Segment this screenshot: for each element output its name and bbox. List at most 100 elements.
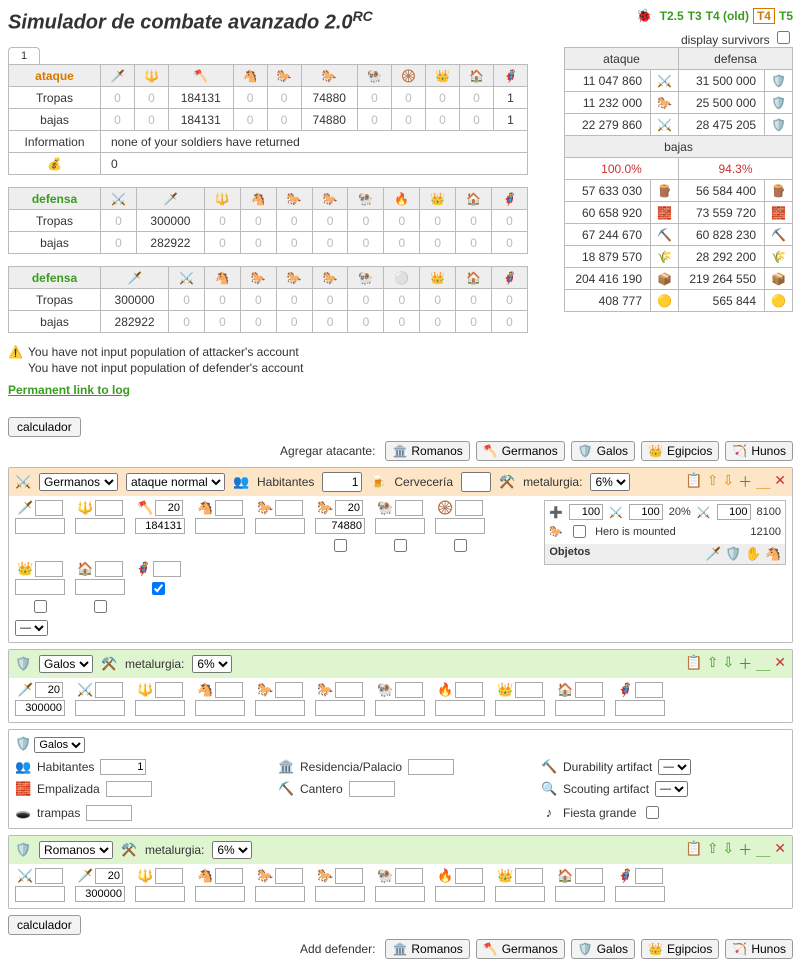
tribe-button-galos[interactable]: 🛡️ Galos [571,441,635,461]
item-icon[interactable]: 🐴 [765,546,781,562]
troop-level-input[interactable] [215,868,243,884]
troop-qty-input[interactable] [195,700,245,716]
troop-qty-input[interactable] [75,518,125,534]
version-link[interactable]: T5 [779,9,793,23]
troop-level-input[interactable] [275,500,303,516]
troop-qty-input[interactable] [315,886,365,902]
troop-qty-input[interactable] [435,886,485,902]
troop-level-input[interactable] [395,682,423,698]
def2-tribe-select[interactable]: Romanos [39,841,113,859]
hero-str-input[interactable] [717,504,751,520]
attacker-target-select[interactable]: — [15,620,48,636]
village-tribe-select[interactable]: Galos [34,737,85,753]
item-icon[interactable]: ✋ [745,546,761,562]
version-link[interactable]: T4 [753,8,775,24]
troop-level-input[interactable] [575,682,603,698]
troop-qty-input[interactable] [255,700,305,716]
troop-level-input[interactable] [515,682,543,698]
tribe-button-hunos[interactable]: 🏹 Hunos [725,441,793,461]
def1-metal-select[interactable]: 6% [192,655,232,673]
scout-select[interactable]: — [655,781,688,797]
party-checkbox[interactable] [646,806,659,819]
mason-input[interactable] [349,781,395,797]
troop-level-input[interactable] [35,682,63,698]
troop-level-input[interactable] [635,682,663,698]
palace-input[interactable] [408,759,454,775]
troop-qty-input[interactable] [435,700,485,716]
troop-level-input[interactable] [95,500,123,516]
troop-level-input[interactable] [395,500,423,516]
troop-level-input[interactable] [35,500,63,516]
tribe-button-hunos[interactable]: 🏹 Hunos [725,939,793,959]
troop-level-input[interactable] [155,500,183,516]
hero-off-input[interactable] [629,504,663,520]
brewery-input[interactable] [461,472,491,492]
troop-checkbox[interactable] [394,539,407,552]
def2-metal-select[interactable]: 6% [212,841,252,859]
attacker-tribe-select[interactable]: Germanos [39,473,118,491]
min-icon[interactable]: ＿ [756,472,770,492]
min-icon[interactable]: ＿ [756,840,770,860]
tribe-button-germanos[interactable]: 🪓 Germanos [476,939,565,959]
troop-qty-input[interactable] [375,886,425,902]
troop-qty-input[interactable] [495,700,545,716]
up-icon[interactable]: ⇧ [707,840,719,860]
close-icon[interactable]: ✕ [774,654,786,674]
troop-qty-input[interactable] [615,700,665,716]
wall-input[interactable] [106,781,152,797]
add-icon[interactable]: ＋ [738,654,752,674]
copy-icon[interactable]: 📋 [685,840,702,860]
troop-qty-input[interactable] [315,518,365,534]
copy-icon[interactable]: 📋 [685,654,702,674]
troop-level-input[interactable] [155,682,183,698]
troop-level-input[interactable] [515,868,543,884]
hero-hp-input[interactable] [569,504,603,520]
troop-level-input[interactable] [335,868,363,884]
troop-qty-input[interactable] [75,700,125,716]
up-icon[interactable]: ⇧ [707,654,719,674]
troop-qty-input[interactable] [135,518,185,534]
calc-button-top[interactable]: calculador [8,417,81,437]
hero-checkbox[interactable] [152,582,165,595]
version-link[interactable]: T4 (old) [706,9,749,23]
tribe-button-galos[interactable]: 🛡️ Galos [571,939,635,959]
troop-level-input[interactable] [35,561,63,577]
troop-qty-input[interactable] [495,886,545,902]
troop-qty-input[interactable] [375,518,425,534]
troop-level-input[interactable] [575,868,603,884]
troop-qty-input[interactable] [15,518,65,534]
def1-tribe-select[interactable]: Galos [39,655,93,673]
village-pop-input[interactable] [100,759,146,775]
troop-qty-input[interactable] [195,518,245,534]
troop-qty-input[interactable] [15,579,65,595]
tribe-button-romanos[interactable]: 🏛️ Romanos [385,939,469,959]
troop-level-input[interactable] [155,868,183,884]
add-icon[interactable]: ＋ [738,840,752,860]
troop-checkbox[interactable] [94,600,107,613]
troop-level-input[interactable] [635,868,663,884]
down-icon[interactable]: ⇩ [723,840,735,860]
troop-level-input[interactable] [455,682,483,698]
tribe-button-germanos[interactable]: 🪓 Germanos [476,441,565,461]
permalink[interactable]: Permanent link to log [8,383,130,397]
add-icon[interactable]: ＋ [738,472,752,492]
troop-checkbox[interactable] [34,600,47,613]
troop-qty-input[interactable] [15,886,65,902]
durability-select[interactable]: — [658,759,691,775]
attacker-metal-select[interactable]: 6% [590,473,630,491]
version-link[interactable]: T2.5 [660,9,684,23]
survivors-label[interactable]: display survivors [681,33,793,47]
troop-checkbox[interactable] [334,539,347,552]
troop-level-input[interactable] [215,500,243,516]
troop-level-input[interactable] [395,868,423,884]
calc-button-bottom[interactable]: calculador [8,915,81,935]
troop-level-input[interactable] [95,868,123,884]
troop-qty-input[interactable] [255,886,305,902]
attacker-pop-input[interactable] [322,472,362,492]
troop-qty-input[interactable] [555,886,605,902]
troop-level-input[interactable] [215,682,243,698]
hero-mounted-checkbox[interactable] [573,525,586,538]
trap-input[interactable] [86,805,132,821]
tab-1[interactable]: 1 [8,47,40,64]
troop-level-input[interactable] [35,868,63,884]
